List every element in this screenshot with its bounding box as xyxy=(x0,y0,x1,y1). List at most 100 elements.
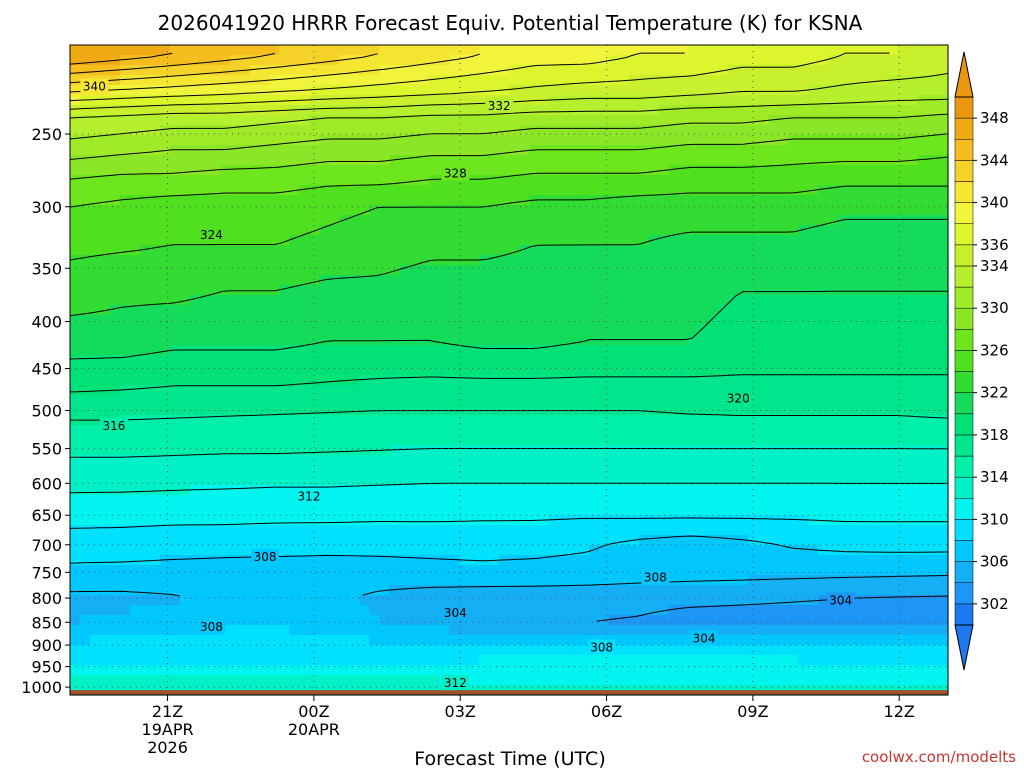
plot-cell xyxy=(528,215,540,226)
plot-cell xyxy=(269,445,281,456)
plot-cell xyxy=(209,75,221,86)
plot-cell xyxy=(688,85,700,96)
plot-cell xyxy=(409,655,420,666)
plot-cell xyxy=(548,55,560,66)
plot-cell xyxy=(509,425,520,436)
plot-cell xyxy=(509,615,520,626)
plot-cell xyxy=(159,535,171,546)
plot-cell xyxy=(119,575,131,586)
plot-cell xyxy=(568,45,580,56)
plot-cell xyxy=(768,135,779,146)
plot-cell xyxy=(798,655,809,666)
plot-cell xyxy=(339,235,350,246)
plot-cell xyxy=(349,675,360,686)
plot-cell xyxy=(518,205,530,216)
plot-cell xyxy=(538,375,550,386)
plot-cell xyxy=(528,355,540,366)
plot-cell xyxy=(638,95,650,106)
plot-cell xyxy=(518,415,530,426)
plot-cell xyxy=(459,65,470,76)
plot-cell xyxy=(778,65,789,76)
plot-cell xyxy=(339,615,350,626)
plot-cell xyxy=(70,465,81,476)
plot-cell xyxy=(359,455,370,466)
plot-cell xyxy=(648,435,660,446)
plot-cell xyxy=(469,335,480,346)
plot-cell xyxy=(768,145,779,156)
plot-cell xyxy=(459,375,470,386)
plot-cell xyxy=(379,215,390,226)
plot-cell xyxy=(588,655,600,666)
plot-cell xyxy=(139,65,151,76)
plot-cell xyxy=(698,505,710,516)
plot-cell xyxy=(189,55,201,66)
plot-cell xyxy=(79,585,91,596)
plot-cell xyxy=(489,235,500,246)
plot-cell xyxy=(588,425,600,436)
plot-cell xyxy=(149,105,161,116)
plot-cell xyxy=(139,655,151,666)
plot-cell xyxy=(568,505,580,516)
plot-cell xyxy=(509,335,520,346)
plot-cell xyxy=(159,355,171,366)
plot-cell xyxy=(359,125,370,136)
plot-cell xyxy=(399,75,410,86)
plot-cell xyxy=(129,435,141,446)
plot-cell xyxy=(329,265,340,276)
plot-cell xyxy=(309,165,321,176)
plot-cell xyxy=(149,535,161,546)
plot-cell xyxy=(329,65,340,76)
plot-cell xyxy=(828,115,839,126)
plot-cell xyxy=(159,475,171,486)
plot-cell xyxy=(229,645,241,656)
plot-cell xyxy=(319,255,331,266)
plot-cell xyxy=(479,615,490,626)
plot-cell xyxy=(818,145,829,156)
plot-cell xyxy=(369,515,380,526)
plot-cell xyxy=(369,615,380,626)
plot-cell xyxy=(449,665,460,676)
plot-cell xyxy=(249,605,261,616)
plot-cell xyxy=(209,145,221,156)
plot-cell xyxy=(728,375,740,386)
plot-cell xyxy=(70,165,81,176)
plot-cell xyxy=(179,125,191,136)
plot-cell xyxy=(718,545,730,556)
plot-cell xyxy=(169,145,181,156)
plot-cell xyxy=(818,455,829,466)
plot-cell xyxy=(419,185,430,196)
plot-cell xyxy=(79,335,91,346)
plot-cell xyxy=(528,275,540,286)
plot-cell xyxy=(79,175,91,186)
plot-cell xyxy=(259,605,271,616)
plot-cell xyxy=(608,525,620,536)
plot-cell xyxy=(578,605,590,616)
plot-cell xyxy=(758,125,770,136)
plot-cell xyxy=(548,435,560,446)
plot-cell xyxy=(818,255,829,266)
plot-cell xyxy=(499,425,510,436)
plot-cell xyxy=(349,195,360,206)
plot-cell xyxy=(319,385,331,396)
plot-cell xyxy=(339,525,350,536)
plot-cell xyxy=(89,325,101,336)
plot-cell xyxy=(768,585,779,596)
plot-cell xyxy=(339,165,350,176)
plot-cell xyxy=(748,465,760,476)
plot-cell xyxy=(798,345,809,356)
plot-cell xyxy=(419,285,430,296)
plot-cell xyxy=(608,315,620,326)
plot-cell xyxy=(668,675,680,686)
plot-cell xyxy=(439,185,450,196)
plot-cell xyxy=(708,605,720,616)
plot-cell xyxy=(139,455,151,466)
plot-cell xyxy=(329,645,340,656)
plot-cell xyxy=(379,155,390,166)
plot-cell xyxy=(399,195,410,206)
plot-cell xyxy=(479,185,490,196)
plot-cell xyxy=(528,205,540,216)
plot-cell xyxy=(718,235,730,246)
plot-cell xyxy=(429,395,440,406)
plot-cell xyxy=(229,635,241,646)
plot-cell xyxy=(169,425,181,436)
